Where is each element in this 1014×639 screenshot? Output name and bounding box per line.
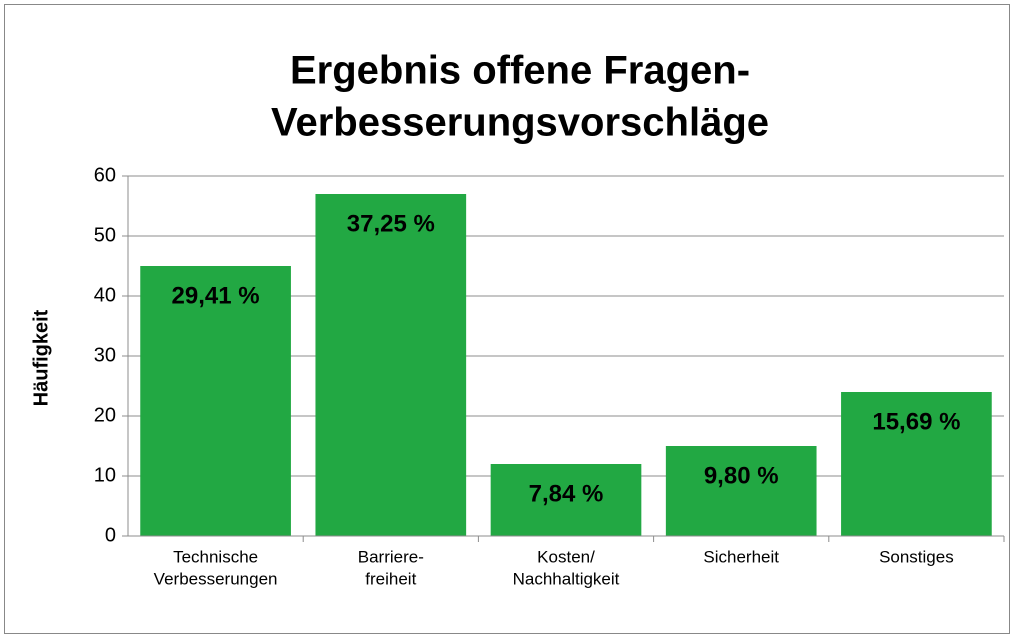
bar [841, 392, 992, 536]
bar [490, 464, 642, 536]
bar-annotation: 7,84 % [529, 480, 604, 507]
x-tick-label: Sicherheit [703, 547, 779, 566]
y-axis-title: Häufigkeit [30, 309, 52, 406]
y-tick-label: 0 [105, 524, 116, 546]
bar [315, 194, 467, 536]
x-tick-label: Kosten/ [537, 547, 595, 566]
chart-title: Ergebnis offene Fragen- [290, 49, 750, 93]
x-tick-label: Verbesserungen [154, 569, 278, 588]
bar [665, 446, 817, 536]
x-tick-label: Technische [173, 547, 258, 566]
x-tick-label: freiheit [365, 569, 416, 588]
y-tick-label: 40 [94, 284, 116, 306]
y-tick-label: 10 [94, 464, 116, 486]
x-tick-label: Nachhaltigkeit [513, 569, 620, 588]
bar-annotation: 37,25 % [347, 210, 435, 237]
chart-title: Verbesserungsvorschläge [271, 101, 769, 145]
bar [140, 266, 291, 536]
x-tick-label: Barriere- [358, 547, 424, 566]
bar-annotation: 15,69 % [872, 408, 960, 435]
bar-annotation: 29,41 % [172, 282, 260, 309]
y-tick-label: 20 [94, 404, 116, 426]
bar-annotation: 9,80 % [704, 462, 779, 489]
y-tick-label: 60 [94, 164, 116, 186]
y-tick-label: 30 [94, 344, 116, 366]
y-tick-label: 50 [94, 224, 116, 246]
x-tick-label: Sonstiges [879, 547, 954, 566]
